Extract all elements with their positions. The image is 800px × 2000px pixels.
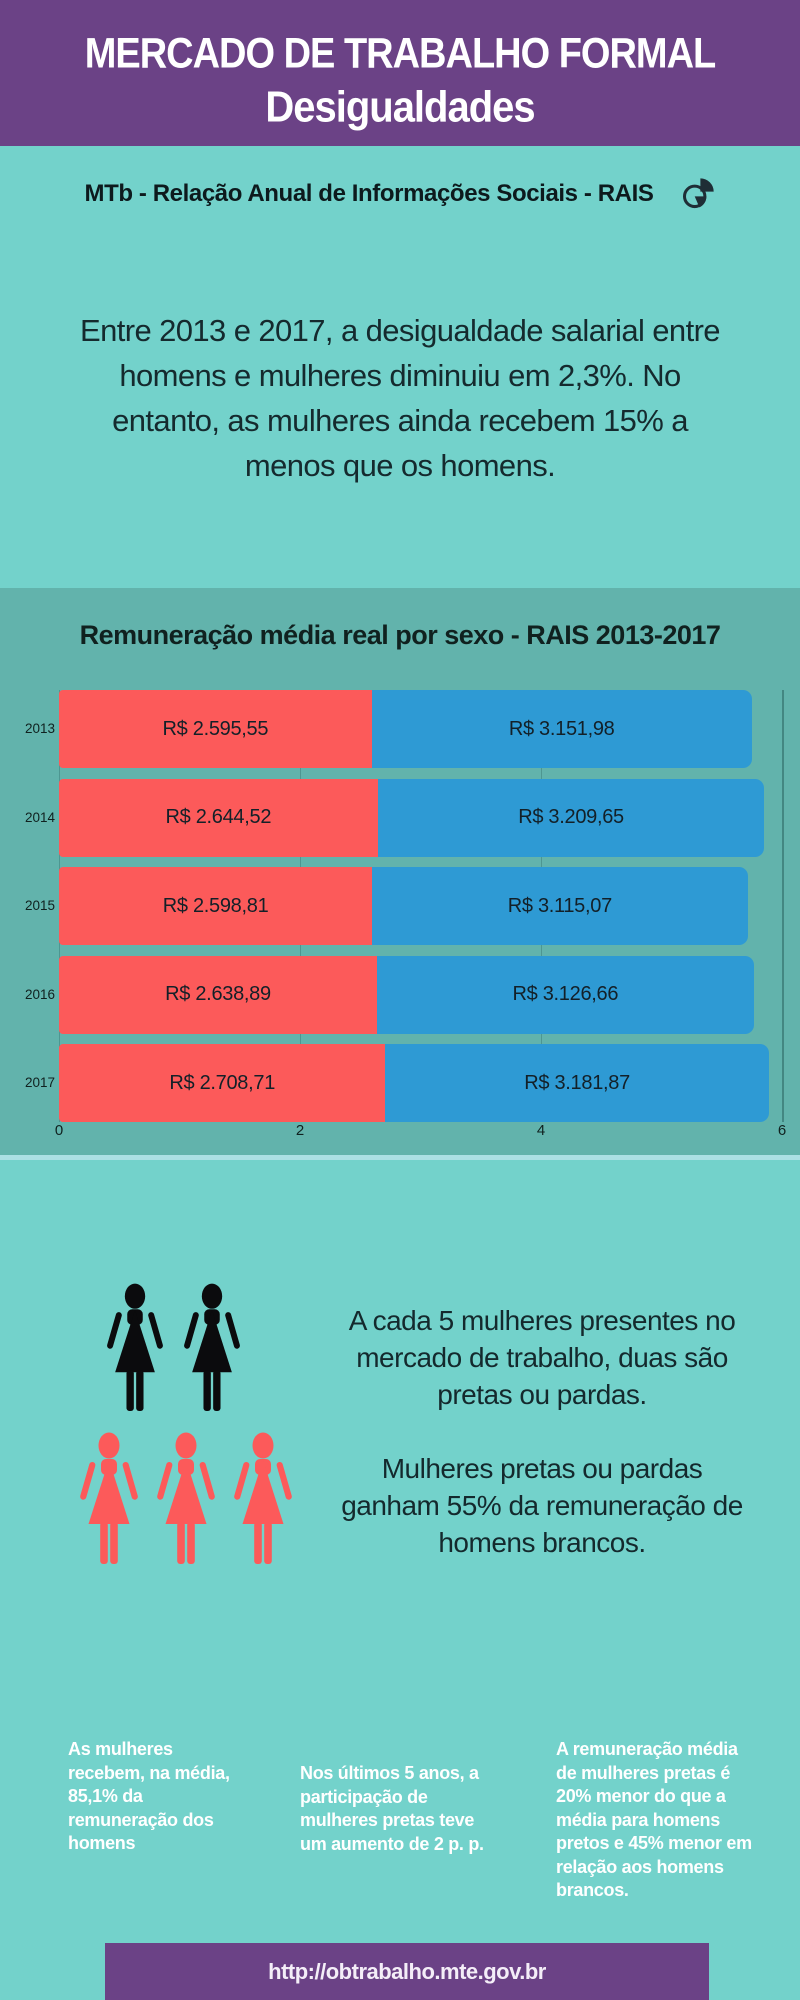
woman-icon xyxy=(230,1432,296,1568)
header-banner: MERCADO DE TRABALHO FORMAL Desigualdades xyxy=(0,0,800,146)
bar-segment-mulheres: R$ 2.708,71 xyxy=(59,1044,386,1123)
bar-track: R$ 2.644,52 R$ 3.209,65 xyxy=(59,778,782,857)
bar-segment-homens: R$ 3.209,65 xyxy=(377,778,765,857)
bar-value-label: R$ 2.598,81 xyxy=(162,894,269,917)
chart-row: 2015 R$ 2.598,81 R$ 3.115,07 xyxy=(0,867,800,946)
pie-chart-icon xyxy=(681,177,715,211)
bar-segment-homens: R$ 3.181,87 xyxy=(385,1044,769,1123)
subtitle-text: MTb - Relação Anual de Informações Socia… xyxy=(84,180,654,207)
chart-row: 2017 R$ 2.708,71 R$ 3.181,87 xyxy=(0,1044,800,1123)
woman-icon xyxy=(76,1432,142,1568)
stat-women-share: A cada 5 mulheres presentes no mercado d… xyxy=(348,1305,736,1410)
x-tick-label: 6 xyxy=(777,1122,787,1139)
section-divider xyxy=(0,1155,800,1160)
bar-track: R$ 2.638,89 R$ 3.126,66 xyxy=(59,955,782,1034)
year-label: 2013 xyxy=(24,721,55,736)
bar-value-label: R$ 2.708,71 xyxy=(169,1071,276,1094)
intro-paragraph: Entre 2013 e 2017, a desigualdade salari… xyxy=(80,313,721,483)
fact-pay-ratio: As mulheres recebem, na média, 85,1% da … xyxy=(68,1739,230,1853)
year-label: 2014 xyxy=(24,809,55,825)
year-label: 2015 xyxy=(24,898,55,914)
bar-track: R$ 2.595,55 R$ 3.151,98 xyxy=(59,690,782,768)
bar-value-label: R$ 3.181,87 xyxy=(524,1071,630,1094)
bar-segment-homens: R$ 3.115,07 xyxy=(372,867,748,946)
year-label: 2017 xyxy=(24,1075,55,1091)
bar-value-label: R$ 2.595,55 xyxy=(162,717,269,740)
x-tick-label: 4 xyxy=(536,1122,546,1139)
woman-icon xyxy=(153,1432,219,1568)
x-tick-label: 0 xyxy=(54,1122,64,1139)
fact-black-women-pay: A remuneração média de mulheres pretas é… xyxy=(556,1739,752,1900)
stat-women-pay-gap: Mulheres pretas ou pardas ganham 55% da … xyxy=(341,1453,743,1558)
chart-row: 2013 R$ 2.595,55 R$ 3.151,98 xyxy=(0,690,800,768)
gridline xyxy=(782,690,784,1122)
bar-value-label: R$ 3.209,65 xyxy=(518,806,624,829)
bar-segment-mulheres: R$ 2.638,89 xyxy=(59,955,377,1034)
bar-value-label: R$ 2.638,89 xyxy=(165,983,271,1006)
fact-participation: Nos últimos 5 anos, a participação de mu… xyxy=(300,1763,484,1854)
chart-x-axis: 0 2 4 6 xyxy=(55,1122,786,1144)
bar-segment-mulheres: R$ 2.595,55 xyxy=(59,690,372,768)
bar-segment-homens: R$ 3.151,98 xyxy=(371,690,752,768)
chart-row: 2016 R$ 2.638,89 R$ 3.126,66 xyxy=(0,955,800,1034)
subtitle-row: MTb - Relação Anual de Informações Socia… xyxy=(0,172,800,216)
women-icons-red xyxy=(76,1432,296,1568)
footer-bar: http://obtrabalho.mte.gov.br xyxy=(105,1943,709,2000)
year-label: 2016 xyxy=(24,986,55,1002)
bar-value-label: R$ 2.644,52 xyxy=(165,806,272,829)
bar-value-label: R$ 3.115,07 xyxy=(507,894,613,917)
footer-link[interactable]: http://obtrabalho.mte.gov.br xyxy=(268,1958,546,1984)
woman-icon xyxy=(104,1278,166,1420)
bar-segment-homens: R$ 3.126,66 xyxy=(376,955,754,1034)
woman-icon xyxy=(181,1278,243,1420)
chart-row: 2014 R$ 2.644,52 R$ 3.209,65 xyxy=(0,778,800,857)
chart-rows: 2013 R$ 2.595,55 R$ 3.151,98 2014 R$ 2.644,5… xyxy=(0,690,800,1133)
bar-segment-mulheres: R$ 2.644,52 xyxy=(59,778,378,857)
page-title-line1: MERCADO DE TRABALHO FORMAL xyxy=(84,29,717,77)
chart-title: Remuneração média real por sexo - RAIS 2… xyxy=(79,620,721,650)
bar-track: R$ 2.708,71 R$ 3.181,87 xyxy=(59,1044,782,1123)
x-tick-label: 2 xyxy=(295,1122,305,1139)
page-title-line2: Desigualdades xyxy=(265,82,535,131)
bar-track: R$ 2.598,81 R$ 3.115,07 xyxy=(59,867,782,946)
chart-section: Remuneração média real por sexo - RAIS 2… xyxy=(0,588,800,1160)
bar-segment-mulheres: R$ 2.598,81 xyxy=(59,867,373,946)
women-icons-dark xyxy=(104,1278,243,1420)
bar-value-label: R$ 3.151,98 xyxy=(508,717,615,740)
bar-value-label: R$ 3.126,66 xyxy=(512,983,619,1006)
